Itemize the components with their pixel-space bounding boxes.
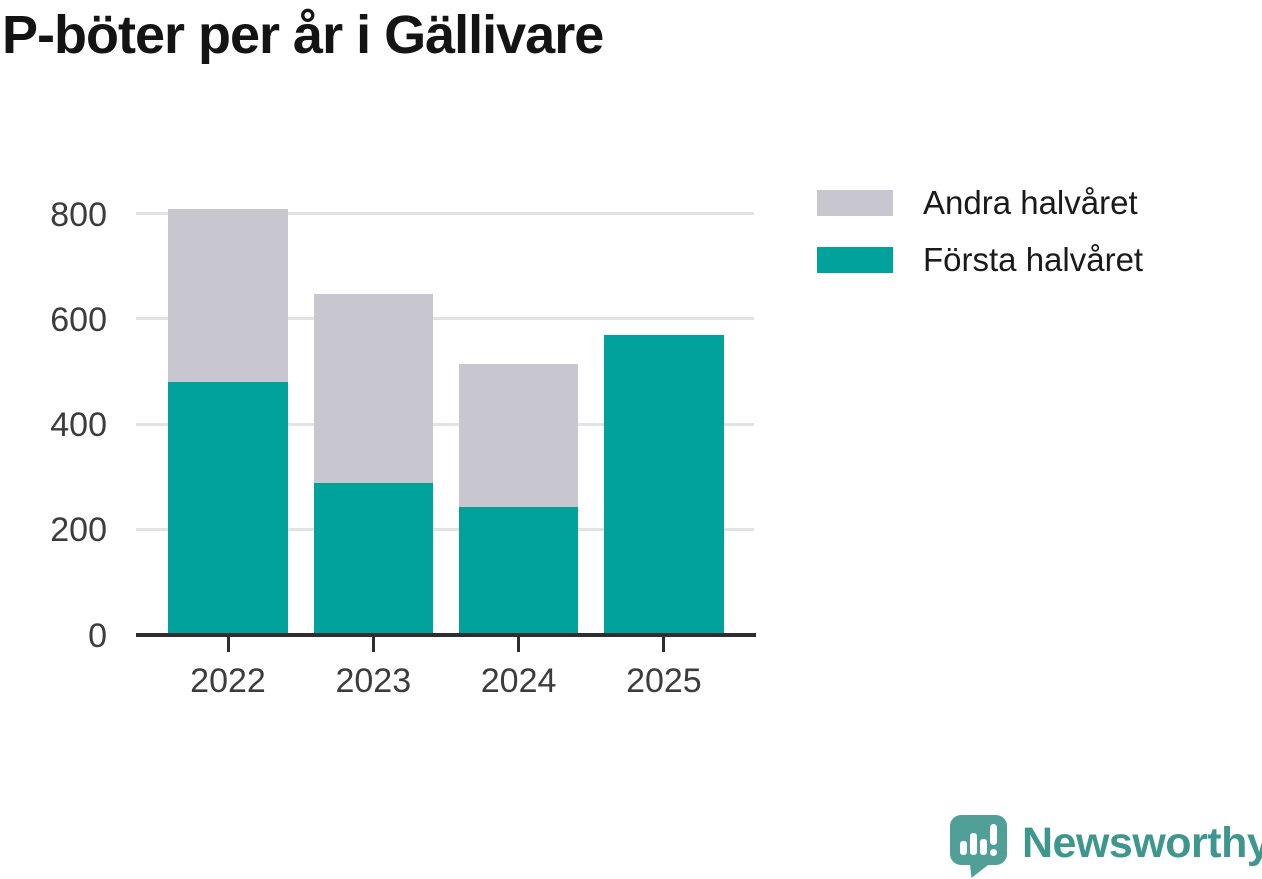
x-axis-tick-2022 — [226, 636, 230, 652]
y-axis-label-600: 600 — [50, 300, 107, 339]
bar-2023-forsta-halvaret — [313, 483, 433, 635]
bar-2023-andra-halvaret — [313, 294, 433, 483]
gridline-200 — [136, 527, 754, 531]
legend-swatch-forsta-halvaret — [817, 247, 893, 273]
x-axis-label-2023: 2023 — [335, 662, 412, 700]
x-axis-label-2025: 2025 — [626, 662, 702, 700]
chart-title: P-böter per år i Gällivare — [2, 5, 604, 65]
legend: Andra halvåret Första halvåret — [817, 184, 1143, 304]
bar-2025-forsta-halvaret — [604, 335, 724, 635]
x-axis-tick-2024 — [517, 636, 521, 652]
y-axis-label-200: 200 — [50, 511, 107, 550]
x-axis-tick-2025 — [662, 636, 666, 652]
bar-2024-forsta-halvaret — [458, 507, 579, 635]
bar-2024-andra-halvaret — [458, 363, 579, 508]
legend-item-forsta-halvaret: Första halvåret — [817, 241, 1143, 278]
legend-label-forsta-halvaret: Första halvåret — [923, 241, 1144, 278]
y-axis-label-800: 800 — [50, 195, 107, 234]
x-axis-tick-2023 — [371, 636, 375, 652]
newsworthy-speech-bubble-bar-chart-icon — [950, 815, 1007, 878]
newsworthy-wordmark: Newsworthy — [1022, 819, 1262, 867]
gridline-600 — [136, 317, 754, 321]
legend-label-andra-halvaret: Andra halvåret — [923, 184, 1138, 221]
x-axis-line — [136, 632, 756, 637]
legend-swatch-andra-halvaret — [817, 190, 893, 216]
bar-2022-andra-halvaret — [168, 209, 288, 382]
y-axis-label-0: 0 — [88, 616, 107, 655]
y-axis-label-400: 400 — [50, 406, 107, 445]
gridline-800 — [136, 212, 754, 216]
x-axis-label-2024: 2024 — [480, 662, 557, 700]
legend-item-andra-halvaret: Andra halvåret — [817, 184, 1143, 221]
x-axis-label-2022: 2022 — [190, 662, 266, 700]
bar-2022-forsta-halvaret — [168, 382, 288, 635]
newsworthy-logo: Newsworthy — [950, 815, 1262, 878]
gridline-400 — [136, 422, 754, 426]
